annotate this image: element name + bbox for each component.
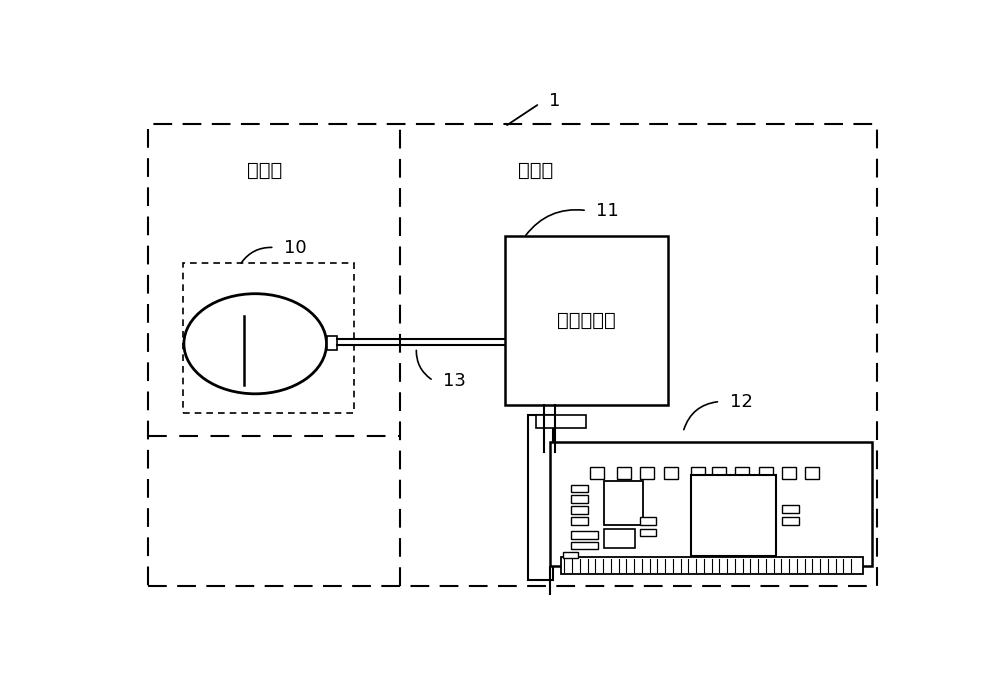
Bar — [805, 467, 819, 479]
Bar — [183, 263, 354, 413]
Bar — [664, 467, 678, 479]
Bar — [735, 467, 749, 479]
Text: 10: 10 — [284, 238, 306, 257]
Bar — [604, 481, 643, 525]
Bar — [536, 415, 586, 428]
Bar — [782, 505, 799, 513]
Bar — [590, 467, 604, 479]
Bar — [148, 124, 877, 586]
Bar — [712, 467, 726, 479]
Bar — [691, 475, 776, 555]
Text: 设备间: 设备间 — [518, 161, 553, 180]
Bar — [691, 467, 705, 479]
Bar — [571, 506, 588, 514]
Text: 11: 11 — [596, 201, 619, 219]
Bar — [640, 517, 656, 525]
Bar — [571, 531, 598, 539]
Bar — [571, 542, 598, 549]
Bar — [782, 467, 796, 479]
Bar — [505, 236, 668, 405]
Bar — [571, 485, 588, 492]
Bar — [326, 336, 337, 350]
Text: 1: 1 — [549, 92, 560, 110]
Bar — [604, 529, 635, 548]
Bar — [528, 415, 553, 580]
Bar — [617, 467, 631, 479]
Bar — [563, 552, 578, 558]
Text: 13: 13 — [443, 372, 466, 390]
Text: 12: 12 — [730, 393, 752, 410]
Bar — [782, 517, 799, 525]
Bar — [640, 529, 656, 536]
Bar — [640, 467, 654, 479]
Text: 呼吸传感器: 呼吸传感器 — [557, 311, 616, 330]
Bar — [571, 517, 588, 525]
Bar — [759, 467, 773, 479]
Bar — [550, 441, 872, 566]
Bar — [561, 557, 863, 574]
Bar — [571, 495, 588, 503]
Text: 屏蔽室: 屏蔽室 — [247, 161, 282, 180]
